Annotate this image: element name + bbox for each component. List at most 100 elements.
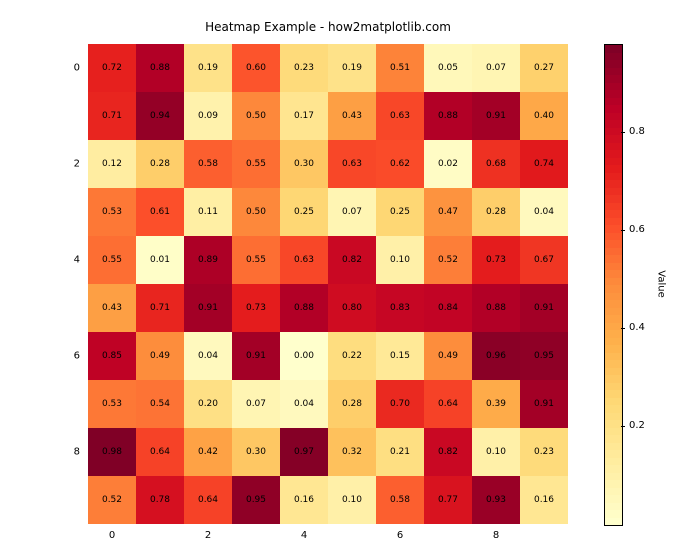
heatmap-cell: 0.80 [328, 284, 376, 332]
heatmap-cell: 0.63 [280, 236, 328, 284]
y-tick: 0 [66, 63, 80, 74]
heatmap-cell: 0.23 [280, 44, 328, 92]
heatmap-cell: 0.84 [424, 284, 472, 332]
heatmap-cell: 0.21 [376, 428, 424, 476]
heatmap-cell: 0.68 [472, 140, 520, 188]
heatmap-cell: 0.04 [520, 188, 568, 236]
heatmap-cell: 0.30 [232, 428, 280, 476]
heatmap-cell: 0.10 [328, 476, 376, 524]
heatmap-cell: 0.72 [88, 44, 136, 92]
colorbar-tick-line [621, 132, 625, 133]
heatmap-cell: 0.53 [88, 188, 136, 236]
heatmap-cell: 0.50 [232, 188, 280, 236]
heatmap-cell: 0.20 [184, 380, 232, 428]
heatmap-cell: 0.73 [232, 284, 280, 332]
heatmap-cell: 0.88 [136, 44, 184, 92]
heatmap-cell: 0.97 [280, 428, 328, 476]
heatmap-cell: 0.19 [184, 44, 232, 92]
heatmap-cell: 0.67 [520, 236, 568, 284]
heatmap-cell: 0.91 [520, 284, 568, 332]
heatmap-cell: 0.82 [424, 428, 472, 476]
y-tick: 8 [66, 447, 80, 458]
heatmap-cell: 0.63 [376, 92, 424, 140]
heatmap-cell: 0.07 [232, 380, 280, 428]
heatmap-cell: 0.94 [136, 92, 184, 140]
heatmap-cell: 0.12 [88, 140, 136, 188]
heatmap-cell: 0.50 [232, 92, 280, 140]
heatmap-cell: 0.58 [376, 476, 424, 524]
heatmap-cell: 0.74 [520, 140, 568, 188]
x-tick: 6 [397, 530, 403, 541]
heatmap-cell: 0.88 [472, 284, 520, 332]
heatmap-cell: 0.55 [232, 140, 280, 188]
heatmap-cell: 0.23 [520, 428, 568, 476]
heatmap-cell: 0.89 [184, 236, 232, 284]
heatmap-cell: 0.49 [424, 332, 472, 380]
heatmap-cell: 0.10 [472, 428, 520, 476]
heatmap-cell: 0.22 [328, 332, 376, 380]
heatmap-cell: 0.04 [184, 332, 232, 380]
colorbar [604, 44, 623, 526]
heatmap-cell: 0.85 [88, 332, 136, 380]
colorbar-tick: 0.6 [629, 224, 645, 235]
y-tick: 6 [66, 351, 80, 362]
heatmap-cell: 0.07 [328, 188, 376, 236]
colorbar-tick-line [621, 426, 625, 427]
heatmap-cell: 0.51 [376, 44, 424, 92]
heatmap-cell: 0.27 [520, 44, 568, 92]
heatmap-cell: 0.43 [328, 92, 376, 140]
heatmap-cell: 0.71 [136, 284, 184, 332]
x-tick: 0 [109, 530, 115, 541]
heatmap-cell: 0.07 [472, 44, 520, 92]
heatmap-cell: 0.88 [280, 284, 328, 332]
heatmap-cell: 0.73 [472, 236, 520, 284]
heatmap-cell: 0.10 [376, 236, 424, 284]
chart-title: Heatmap Example - how2matplotlib.com [205, 20, 451, 34]
heatmap-cell: 0.01 [136, 236, 184, 284]
heatmap-cell: 0.91 [184, 284, 232, 332]
heatmap-cell: 0.19 [328, 44, 376, 92]
heatmap-cell: 0.30 [280, 140, 328, 188]
heatmap-cell: 0.17 [280, 92, 328, 140]
heatmap-cell: 0.60 [232, 44, 280, 92]
heatmap-cell: 0.82 [328, 236, 376, 284]
heatmap-cell: 0.15 [376, 332, 424, 380]
heatmap-cell: 0.52 [424, 236, 472, 284]
heatmap-cell: 0.09 [184, 92, 232, 140]
heatmap-cell: 0.28 [472, 188, 520, 236]
heatmap-cell: 0.53 [88, 380, 136, 428]
heatmap-cell: 0.83 [376, 284, 424, 332]
heatmap-cell: 0.78 [136, 476, 184, 524]
heatmap-cell: 0.96 [472, 332, 520, 380]
heatmap-cell: 0.28 [136, 140, 184, 188]
heatmap-cell: 0.91 [520, 380, 568, 428]
colorbar-tick-line [621, 230, 625, 231]
heatmap-cell: 0.05 [424, 44, 472, 92]
x-tick: 4 [301, 530, 307, 541]
heatmap-cell: 0.62 [376, 140, 424, 188]
heatmap-cell: 0.43 [88, 284, 136, 332]
heatmap-cell: 0.95 [232, 476, 280, 524]
x-tick: 8 [493, 530, 499, 541]
heatmap-cell: 0.98 [88, 428, 136, 476]
x-tick: 2 [205, 530, 211, 541]
heatmap-cell: 0.28 [328, 380, 376, 428]
heatmap-cell: 0.71 [88, 92, 136, 140]
colorbar-tick: 0.8 [629, 126, 645, 137]
heatmap-cell: 0.61 [136, 188, 184, 236]
heatmap-cell: 0.91 [472, 92, 520, 140]
heatmap-cell: 0.64 [424, 380, 472, 428]
heatmap-cell: 0.42 [184, 428, 232, 476]
heatmap-cell: 0.02 [424, 140, 472, 188]
heatmap-cell: 0.64 [184, 476, 232, 524]
heatmap-cell: 0.39 [472, 380, 520, 428]
heatmap-cell: 0.16 [280, 476, 328, 524]
heatmap-cell: 0.47 [424, 188, 472, 236]
heatmap-cell: 0.58 [184, 140, 232, 188]
heatmap-cell: 0.95 [520, 332, 568, 380]
y-tick: 2 [66, 159, 80, 170]
heatmap-cell: 0.70 [376, 380, 424, 428]
heatmap-cell: 0.40 [520, 92, 568, 140]
heatmap-cell: 0.52 [88, 476, 136, 524]
heatmap-grid: 0.720.880.190.600.230.190.510.050.070.27… [88, 44, 568, 524]
